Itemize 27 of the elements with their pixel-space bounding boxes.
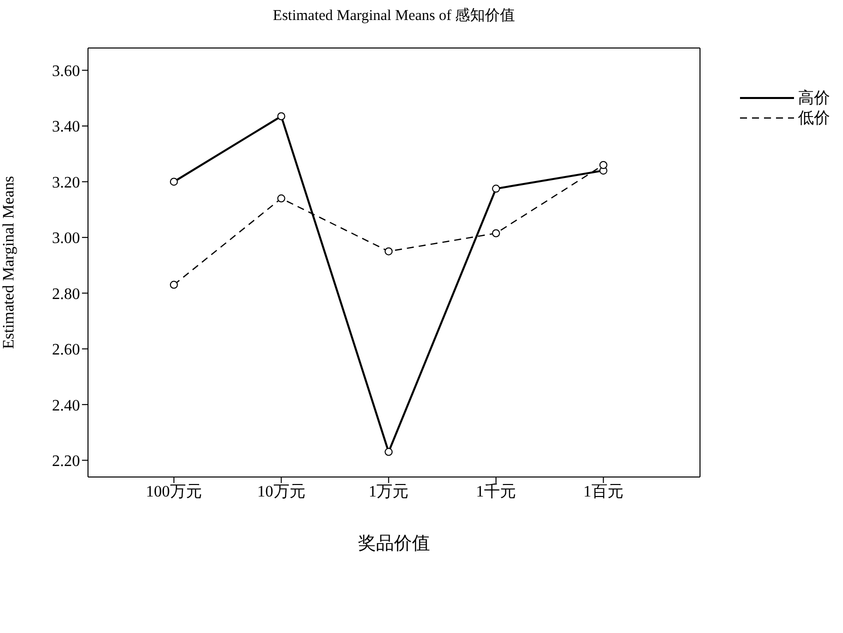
x-axis-title: 奖品价值 [358, 533, 430, 553]
chart-title: Estimated Marginal Means of 感知价值 [272, 6, 516, 25]
legend-label: 高价 [798, 88, 830, 108]
x-tick-label: 10万元 [257, 483, 306, 500]
y-tick-label: 3.40 [52, 118, 80, 136]
point [170, 280, 178, 289]
point [492, 184, 500, 193]
point [277, 194, 286, 202]
x-tick-label: 1万元 [368, 483, 409, 500]
x-tick-label: 1千元 [476, 482, 516, 500]
point [384, 247, 393, 256]
point [599, 161, 608, 169]
y-tick-label: 3.20 [52, 174, 80, 192]
point [277, 112, 286, 120]
y-tick-label: 2.20 [52, 452, 80, 470]
x-tick-label: 1百元 [583, 483, 624, 500]
x-tick-label: 100万元 [146, 483, 202, 500]
y-axis-title: Estimated Marginal Means [0, 176, 18, 349]
point [492, 229, 500, 238]
y-tick-label: 2.40 [52, 397, 80, 414]
y-tick-label: 2.60 [52, 342, 80, 359]
y-tick-label: 3.00 [52, 230, 80, 248]
legend-label: 低价 [798, 108, 830, 128]
y-tick-label: 2.80 [52, 286, 80, 303]
point [384, 448, 393, 456]
y-tick-label: 3.60 [52, 62, 80, 80]
point [170, 178, 178, 186]
